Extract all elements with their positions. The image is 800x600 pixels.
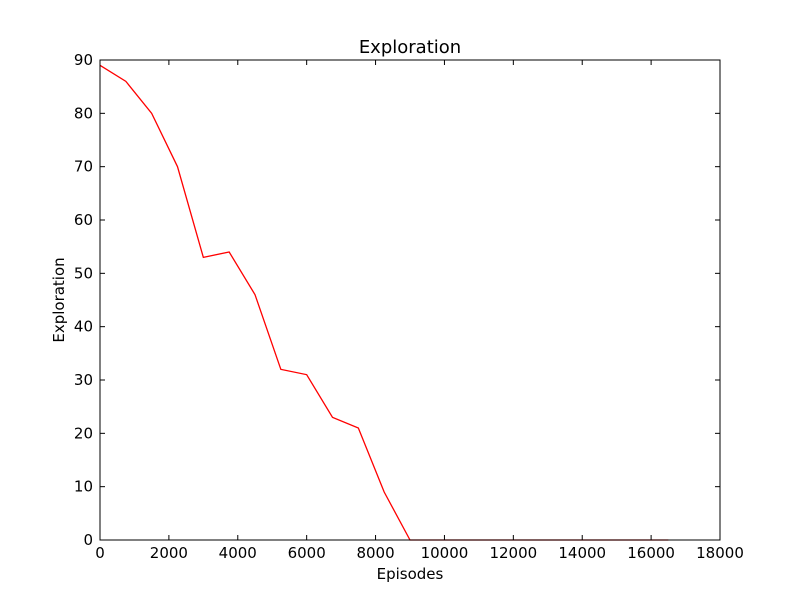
x-tick-label: 4000 [219, 544, 257, 562]
y-tick-label: 70 [74, 158, 93, 176]
series-line [99, 64, 669, 541]
chart-title: Exploration [359, 37, 461, 58]
y-tick-label: 30 [74, 371, 93, 389]
y-tick-label: 40 [74, 318, 93, 336]
y-tick-label: 60 [74, 211, 93, 229]
plot-frame [99, 59, 721, 541]
x-tick-label: 18000 [696, 544, 744, 562]
plot-area [99, 64, 669, 541]
y-tick-label: 0 [83, 531, 93, 549]
x-tick-label: 8000 [356, 544, 394, 562]
x-tick-label: 16000 [627, 544, 675, 562]
x-tick-label: 0 [95, 544, 105, 562]
y-tick-label: 80 [74, 104, 93, 122]
x-axis-label: Episodes [377, 565, 444, 583]
x-tick-label: 2000 [150, 544, 188, 562]
y-tick-label: 20 [74, 424, 93, 442]
y-tick-label: 10 [74, 478, 93, 496]
x-tick-label: 12000 [489, 544, 537, 562]
y-tick-label: 90 [74, 51, 93, 69]
x-tick-label: 6000 [288, 544, 326, 562]
y-axis-label: Exploration [50, 257, 68, 342]
axis-ticks: 0 2000 4000 6000 8000 10000 12000 14000 16000 180… [74, 51, 744, 562]
x-tick-label: 10000 [421, 544, 469, 562]
x-tick-label: 14000 [558, 544, 606, 562]
y-tick-label: 50 [74, 264, 93, 282]
